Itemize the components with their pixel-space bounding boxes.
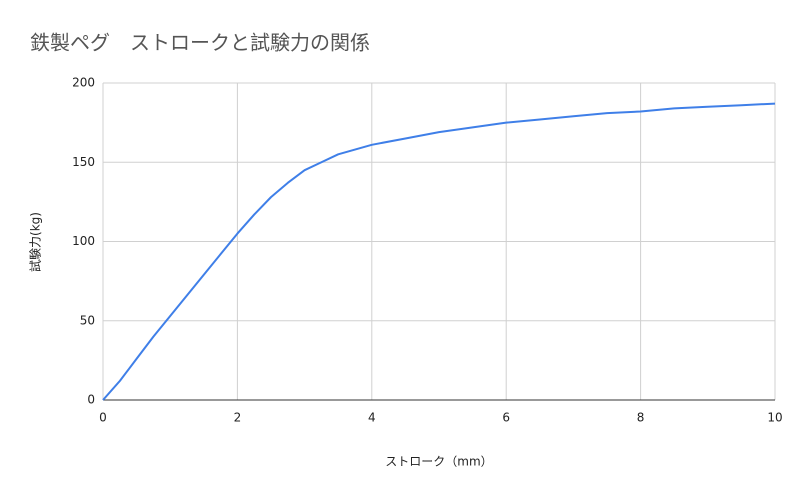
y-tick-label: 50	[80, 313, 95, 327]
x-tick-label: 8	[637, 411, 645, 425]
x-tick-label: 2	[234, 411, 242, 425]
y-axis-label: 試験力(kg)	[28, 212, 43, 272]
data-line	[102, 102, 776, 401]
y-tick-label: 100	[72, 234, 95, 248]
y-tick-label: 150	[72, 155, 95, 169]
y-tick-label: 200	[72, 76, 95, 90]
x-tick-label: 0	[99, 411, 107, 425]
x-axis-label: ストローク（mm）	[385, 455, 492, 469]
x-tick-label: 10	[767, 411, 782, 425]
y-tick-label: 0	[87, 393, 95, 407]
x-tick-label: 6	[502, 411, 510, 425]
x-tick-label: 4	[368, 411, 376, 425]
chart-title: 鉄製ペグ ストロークと試験力の関係	[30, 31, 370, 55]
